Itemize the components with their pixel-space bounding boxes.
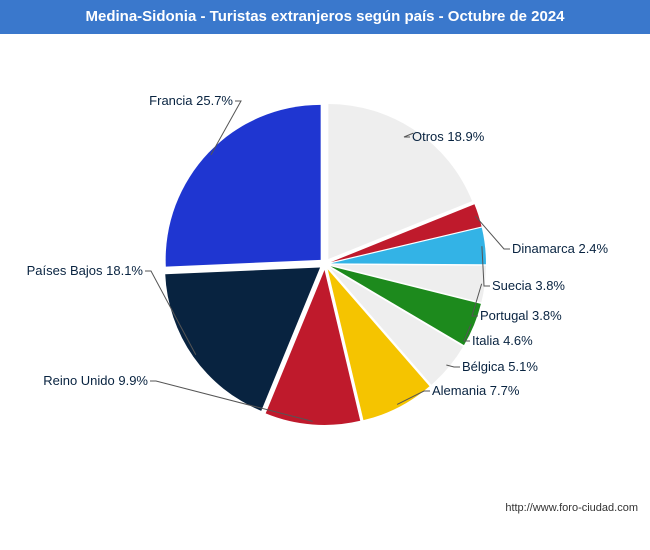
label-reino_unido: Reino Unido 9.9%: [43, 374, 148, 388]
label-italia: Italia 4.6%: [472, 334, 533, 348]
label-otros: Otros 18.9%: [412, 130, 484, 144]
label-portugal: Portugal 3.8%: [480, 309, 562, 323]
slice-francia: [166, 105, 321, 267]
title-bar: Medina-Sidonia - Turistas extranjeros se…: [0, 0, 650, 34]
label-francia: Francia 25.7%: [149, 94, 233, 108]
footer-url: http://www.foro-ciudad.com: [505, 502, 638, 514]
label-alemania: Alemania 7.7%: [432, 384, 519, 398]
label-suecia: Suecia 3.8%: [492, 279, 565, 293]
page-title: Medina-Sidonia - Turistas extranjeros se…: [85, 8, 564, 25]
pie-chart: Otros 18.9% Dinamarca 2.4% Suecia 3.8% Port…: [0, 34, 650, 520]
label-dinamarca: Dinamarca 2.4%: [512, 242, 608, 256]
label-belgica: Bélgica 5.1%: [462, 360, 538, 374]
label-paises_bajos: Países Bajos 18.1%: [27, 264, 143, 278]
